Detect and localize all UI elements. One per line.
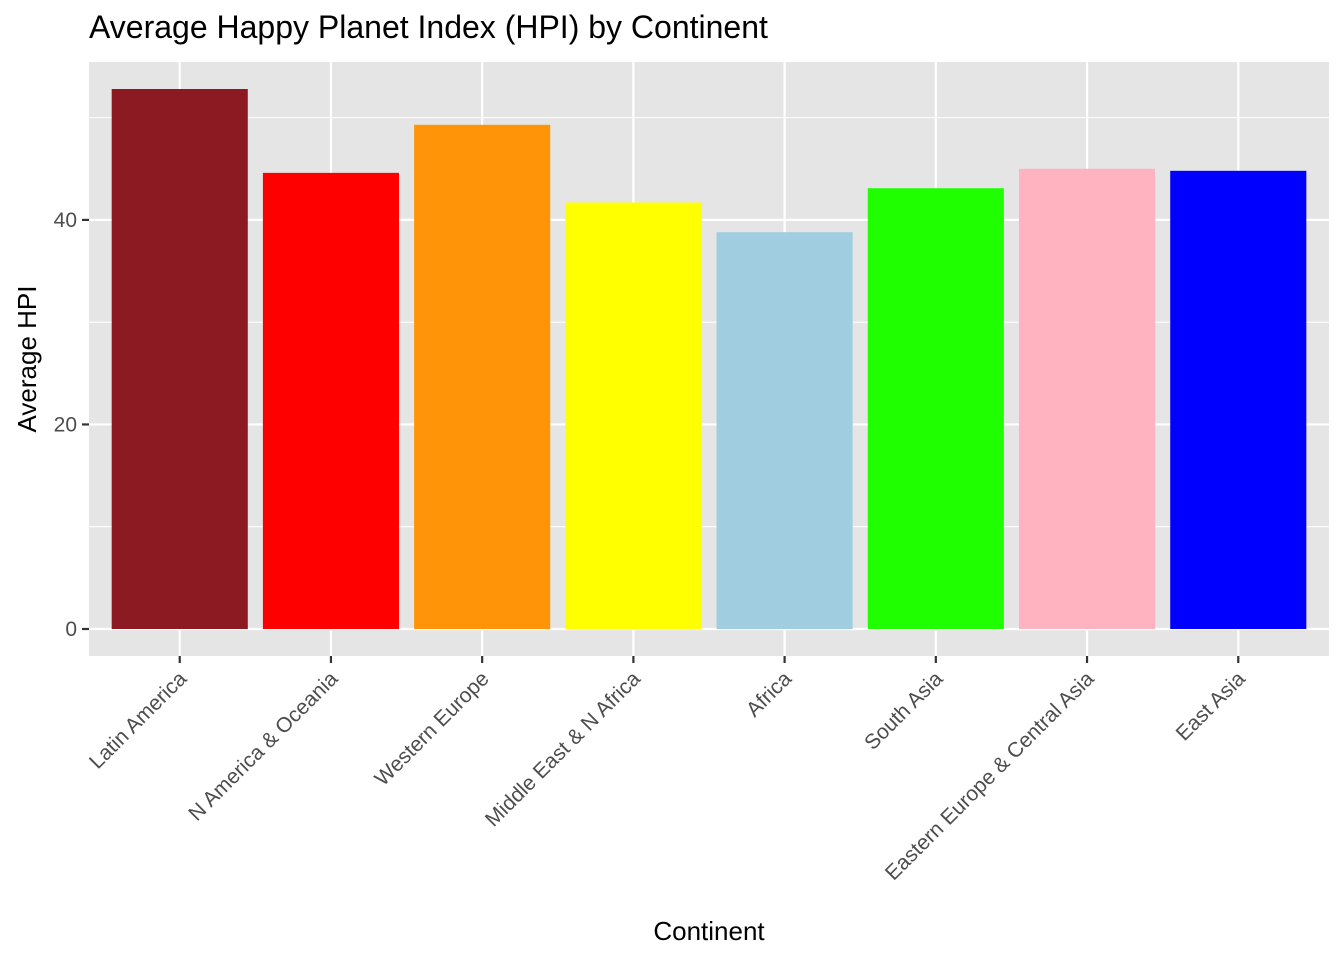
- x-tick-label: N America & Oceania: [184, 667, 342, 825]
- chart-title: Average Happy Planet Index (HPI) by Cont…: [89, 9, 768, 45]
- bar-east-asia: [1170, 170, 1307, 629]
- bar-middle-east-n-africa: [565, 202, 702, 630]
- x-tick-label: Western Europe: [370, 667, 493, 790]
- x-tick-label: Middle East & N Africa: [481, 667, 645, 831]
- x-tick-label: East Asia: [1172, 667, 1250, 745]
- x-tick-label: Africa: [742, 667, 796, 721]
- bar-south-asia: [867, 188, 1004, 630]
- bar-latin-america: [111, 89, 248, 629]
- y-tick-label: 0: [65, 618, 77, 641]
- x-tick-label: South Asia: [860, 667, 947, 754]
- bar-africa: [716, 232, 853, 629]
- y-axis: 0 20 40: [54, 209, 89, 641]
- x-axis-title: Continent: [653, 916, 765, 946]
- bars: [111, 89, 1307, 630]
- y-tick-label: 40: [54, 209, 77, 232]
- bar-western-europe: [414, 124, 551, 629]
- y-axis-title: Average HPI: [12, 286, 42, 433]
- bar-n-america-oceania: [262, 172, 399, 629]
- x-tick-label: Latin America: [85, 667, 191, 773]
- bar-eastern-europe-central-asia: [1019, 168, 1156, 630]
- y-tick-label: 20: [54, 413, 77, 436]
